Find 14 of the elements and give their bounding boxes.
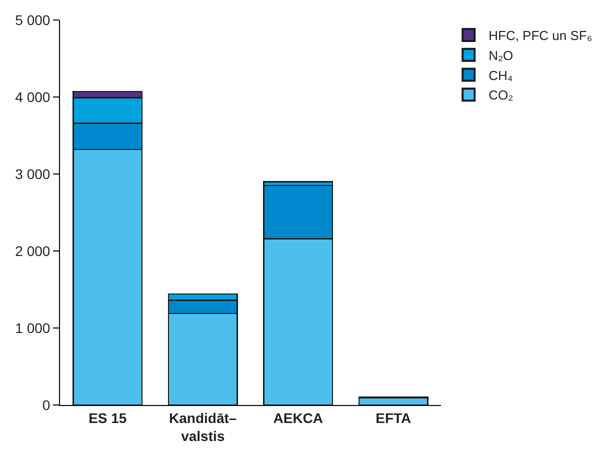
y-tick-label: 2 000 — [15, 242, 50, 259]
legend-label: CH₄ — [488, 68, 513, 83]
legend-label: CO₂ — [488, 88, 514, 103]
y-tick-label: 1 000 — [15, 320, 50, 336]
legend-label: N₂O — [488, 48, 514, 63]
x-tick-label: ES 15 — [88, 410, 127, 426]
y-tick-label: 4 000 — [15, 88, 50, 105]
x-tick-label: Kandidāt– valstis — [169, 410, 237, 444]
y-tick-label: 3 000 — [15, 166, 50, 182]
x-tick-label: EFTA — [376, 410, 412, 426]
y-tick-label: 5 000 — [15, 12, 50, 28]
legend-label: HFC, PFC un SF₆ — [488, 28, 592, 44]
y-tick-label: 0 — [42, 396, 50, 413]
x-tick-label: AEKCA — [273, 410, 324, 426]
